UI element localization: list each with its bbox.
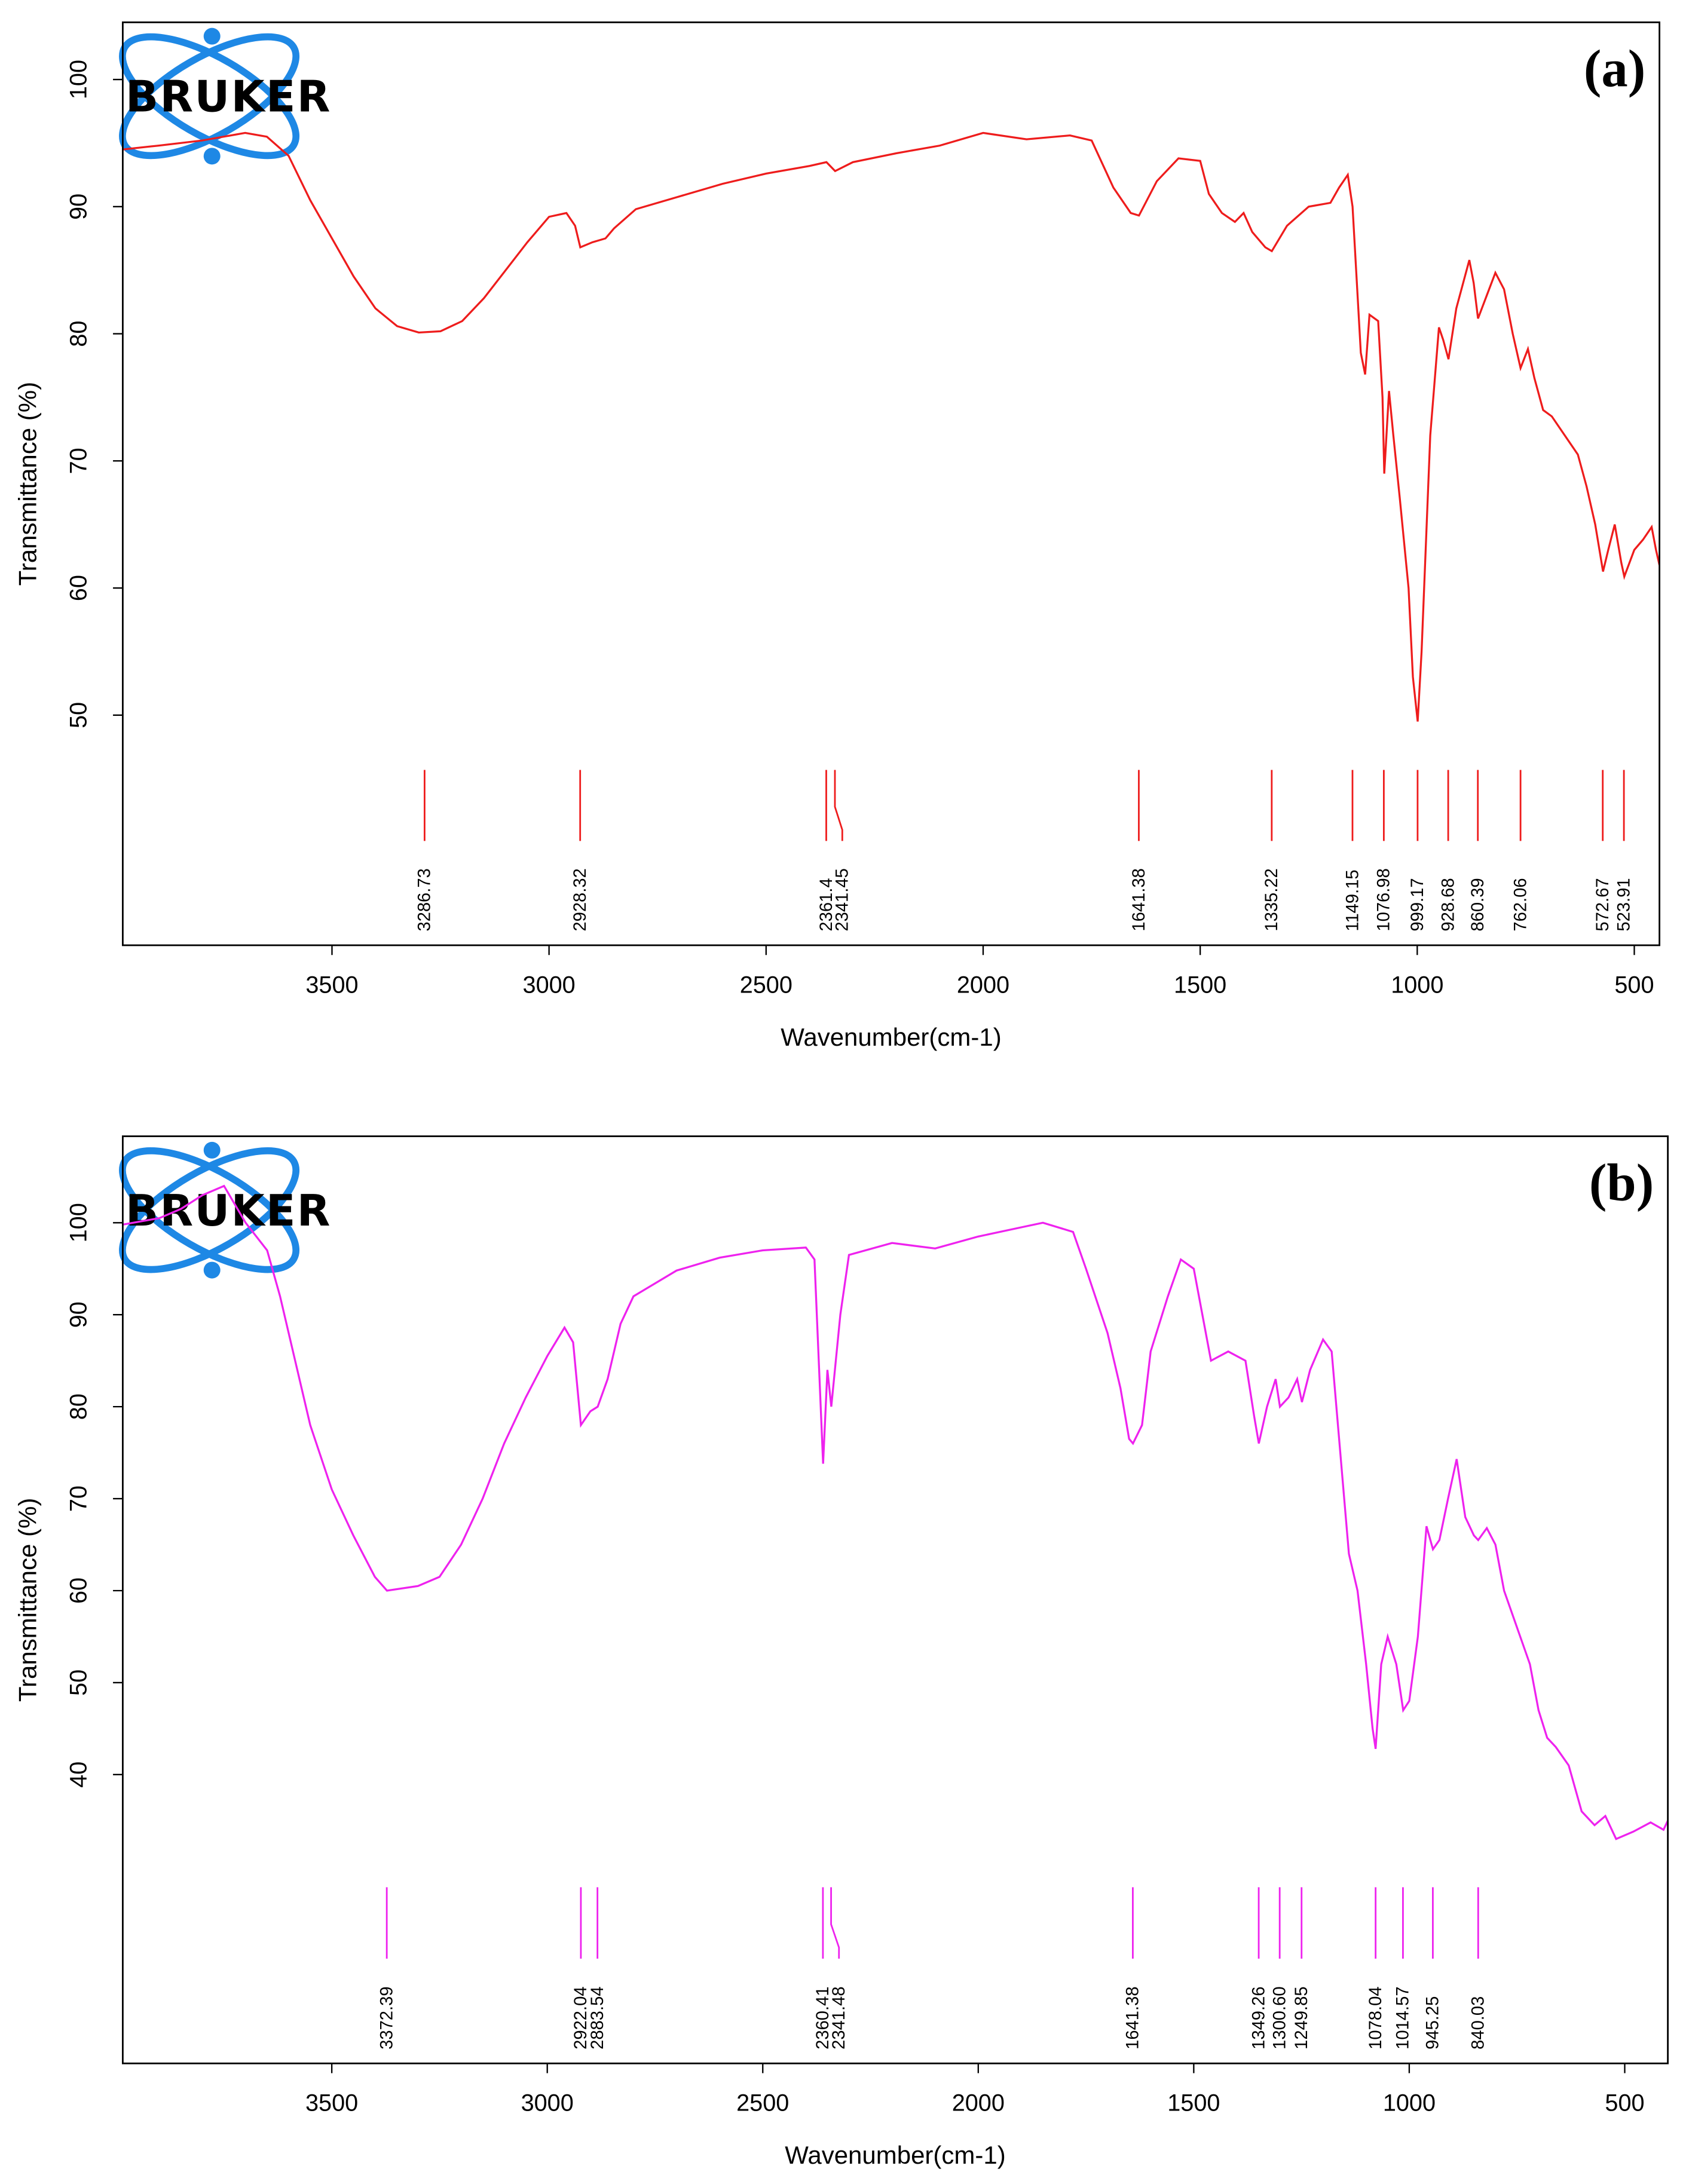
logo-dot [203, 148, 221, 165]
y-tick-label: 100 [66, 1203, 92, 1242]
y-axis-title: Transmittance (%) [14, 382, 42, 586]
y-tick-label: 70 [66, 448, 92, 474]
y-tick-label: 80 [66, 321, 92, 347]
peak-label: 1078.04 [1366, 1986, 1385, 2049]
peak-label: 1641.38 [1124, 1986, 1143, 2049]
peak-label: 1349.26 [1249, 1986, 1268, 2049]
peak-label: 572.67 [1593, 878, 1612, 931]
logo-dot [203, 1261, 221, 1279]
peak-label: 523.91 [1614, 878, 1633, 931]
x-tick-label: 2000 [952, 2090, 1005, 2116]
peak-label: 762.06 [1511, 878, 1530, 931]
y-tick-label: 60 [66, 575, 92, 601]
logo-orbit [119, 1147, 300, 1273]
peak-label: 1641.38 [1130, 868, 1149, 931]
peak-label: 3286.73 [415, 868, 434, 931]
x-tick-label: 2000 [957, 972, 1009, 998]
spectrum-line [123, 131, 1660, 722]
x-tick-label: 1500 [1174, 972, 1226, 998]
x-tick-label: 1500 [1167, 2090, 1220, 2116]
plot-frame [121, 21, 1661, 946]
x-tick-label: 3500 [305, 972, 358, 998]
peak-label: 2341.48 [830, 1986, 849, 2049]
peak-label: 3372.39 [377, 1986, 396, 2049]
y-tick-label: 90 [66, 1301, 92, 1328]
peak-label: 2928.32 [571, 868, 590, 931]
logo-text: BRUKER [126, 72, 332, 122]
x-axis-title: Wavenumber(cm-1) [781, 1023, 1001, 1051]
logo-orbit [119, 1147, 300, 1273]
peak-label: 860.39 [1468, 878, 1488, 931]
peak-label: 1149.15 [1343, 869, 1362, 931]
x-tick-label: 500 [1605, 2090, 1644, 2116]
y-tick-label: 50 [66, 1670, 92, 1696]
y-tick-label: 100 [66, 60, 92, 99]
y-axis-title: Transmittance (%) [14, 1498, 42, 1702]
peak-label: 1249.85 [1292, 1986, 1311, 2049]
x-tick-label: 2500 [740, 972, 792, 998]
peak-marker [834, 770, 843, 841]
panel-title: (a) [1584, 40, 1645, 99]
peak-label: 840.03 [1469, 1996, 1488, 2050]
panel: BRUKER (a) 3500 3000 2500 2000 1500 1000 500 50 60… [14, 21, 1661, 1051]
peak-label: 2360.41 [813, 1986, 833, 2049]
panel-title: (b) [1589, 1154, 1654, 1212]
x-tick-label: 2500 [736, 2090, 789, 2116]
peak-label: 2341.45 [833, 868, 852, 931]
peak-label: 2922.04 [571, 1986, 590, 2049]
peak-marker [830, 1887, 840, 1959]
x-tick-label: 1000 [1383, 2090, 1436, 2116]
x-tick-label: 500 [1614, 972, 1654, 998]
spectrum-line [123, 1184, 1668, 1840]
peak-label: 999.17 [1408, 878, 1427, 931]
peak-label: 2361.4 [817, 878, 836, 931]
y-tick-label: 90 [66, 194, 92, 220]
x-tick-label: 3500 [305, 2090, 358, 2116]
peak-label: 1076.98 [1375, 868, 1394, 931]
peak-label: 1335.22 [1262, 868, 1281, 931]
y-tick-label: 70 [66, 1485, 92, 1512]
y-tick-label: 50 [66, 702, 92, 728]
logo-orbit [119, 33, 300, 160]
peak-label: 2883.54 [588, 1986, 607, 2049]
x-tick-label: 3000 [523, 972, 576, 998]
x-tick-label: 1000 [1391, 972, 1443, 998]
peak-label: 1300.60 [1270, 1986, 1289, 2049]
logo-dot [203, 27, 221, 45]
y-tick-label: 40 [66, 1762, 92, 1788]
peak-label: 945.25 [1424, 1996, 1443, 2050]
y-tick-label: 60 [66, 1577, 92, 1604]
panel: BRUKER (b) 3500 3000 2500 2000 1500 1000 500 40 50… [14, 1135, 1669, 2169]
x-axis-title: Wavenumber(cm-1) [785, 2141, 1005, 2169]
logo-dot [203, 1141, 221, 1159]
peak-label: 1014.57 [1394, 1986, 1413, 2049]
logo-orbit [119, 33, 300, 160]
peak-label: 928.68 [1439, 878, 1458, 931]
y-tick-label: 80 [66, 1393, 92, 1420]
x-tick-label: 3000 [521, 2090, 574, 2116]
logo-text: BRUKER [126, 1186, 332, 1236]
plot-frame [121, 1135, 1669, 2064]
